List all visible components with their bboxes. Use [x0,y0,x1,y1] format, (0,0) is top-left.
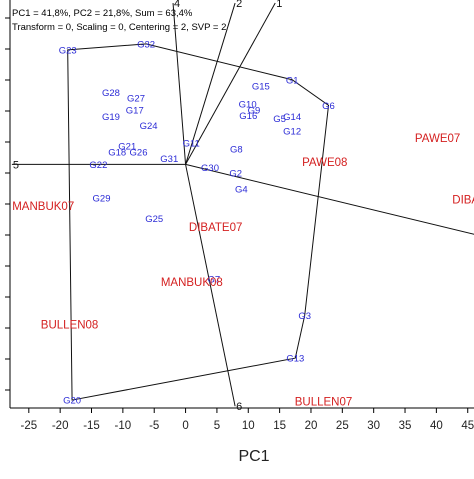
genotype-label: G1 [286,75,299,86]
x-tick-label: 0 [182,420,188,432]
genotype-label: G25 [145,214,163,225]
sector-ray [172,3,187,165]
genotype-label: G9 [248,106,261,117]
x-tick-label: 20 [305,420,318,432]
genotype-label: G2 [229,168,242,179]
x-tick-label: -25 [20,420,37,432]
sector-ray-label: 6 [236,401,242,413]
genotype-label: G32 [137,39,155,50]
x-tick-label: 40 [430,420,443,432]
genotype-label: G13 [286,354,304,365]
x-tick-label: 35 [399,420,412,432]
sector-ray-label: 2 [236,0,242,10]
genotype-label: G10 [239,100,257,111]
genotype-label: G3 [298,311,311,322]
genotype-label: G7 [207,274,220,285]
subtitle-line-2: Transform = 0, Scaling = 0, Centering = … [12,22,226,33]
sector-ray-label: 5 [13,159,19,171]
environment-label: DIBATE07 [452,195,474,207]
environment-label: PAWE08 [302,157,347,169]
genotype-label: G30 [201,163,219,174]
genotype-label: G18 [108,148,126,159]
environment-label: BULLEN08 [41,320,99,332]
genotype-label: G27 [127,94,145,105]
genotype-label: G17 [126,106,144,117]
genotype-label: G26 [130,148,148,159]
genotype-label: G11 [183,139,200,150]
x-tick-label: 5 [214,420,220,432]
x-tick-label: -5 [149,420,159,432]
sector-ray [185,2,276,165]
genotype-label: G28 [102,88,120,99]
sector-ray [185,2,236,165]
x-tick-label: -20 [52,420,69,432]
genotype-label: G16 [239,111,257,122]
genotype-label: G24 [140,121,158,132]
environment-label: MANBUK07 [12,201,74,213]
environment-label: PAWE07 [415,133,460,145]
x-tick-label: 25 [336,420,349,432]
sector-ray [185,163,474,235]
x-axis-title: PC1 [238,448,269,465]
x-tick-label: -15 [83,420,100,432]
genotype-label: G19 [102,112,120,123]
genotype-label: G31 [160,154,178,165]
genotype-label: G29 [93,193,111,204]
environment-label: DIBATE07 [189,222,242,234]
genotype-label: G22 [89,160,107,171]
subtitle-line-1: PC1 = 41,8%, PC2 = 21,8%, Sum = 63,4% [12,8,193,19]
x-tick-label: 10 [242,420,255,432]
genotype-label: G15 [252,81,270,92]
genotype-label: G5 [273,114,286,125]
genotype-label: G21 [118,142,136,153]
x-tick-label: 15 [273,420,286,432]
genotype-label: G20 [63,396,81,407]
genotype-label: G14 [283,112,301,123]
x-tick-label: -10 [115,420,132,432]
genotype-label: G8 [230,145,243,156]
genotype-label: G12 [283,126,301,137]
polygon-hull [67,43,330,401]
sector-ray-label: 4 [174,0,180,10]
sector-ray [185,164,236,407]
x-tick-label: 30 [367,420,380,432]
sector-ray-label: 1 [276,0,282,10]
x-tick-label: 45 [461,420,474,432]
genotype-label: G4 [235,184,248,195]
environment-label: BULLEN07 [295,396,353,408]
environment-label: MANBUK08 [161,277,223,289]
genotype-label: G23 [59,45,77,56]
genotype-label: G6 [322,101,335,112]
